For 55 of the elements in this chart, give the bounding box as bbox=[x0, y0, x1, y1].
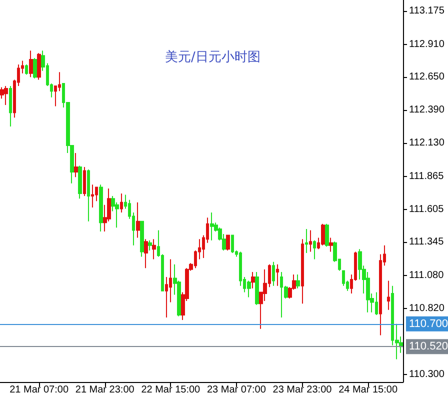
candlestick bbox=[136, 202, 140, 238]
x-tick-label: 21 Mar 07:00 bbox=[10, 384, 69, 396]
y-tick-label: 111.605 bbox=[409, 204, 444, 215]
x-tick-label: 21 Mar 23:00 bbox=[75, 384, 135, 396]
candlestick bbox=[148, 240, 152, 251]
candlestick bbox=[247, 280, 251, 298]
candlestick bbox=[231, 234, 234, 254]
candlestick bbox=[120, 193, 123, 214]
y-tick-label: 112.390 bbox=[409, 104, 445, 116]
candlestick bbox=[83, 166, 86, 197]
x-tick-label: 22 Mar 15:00 bbox=[141, 384, 201, 396]
candlestick bbox=[321, 223, 325, 246]
candlestick bbox=[140, 220, 144, 258]
y-tick-label: 111.080 bbox=[409, 270, 444, 282]
candlestick bbox=[296, 274, 300, 289]
candlestick bbox=[226, 234, 230, 251]
candlestick bbox=[301, 238, 304, 304]
y-tick-label: 111.865 bbox=[409, 170, 444, 182]
candlestick bbox=[99, 184, 103, 232]
candlestick bbox=[74, 152, 78, 178]
candlestick bbox=[272, 261, 275, 286]
candlestick bbox=[9, 86, 12, 127]
y-tick-label: 110.820 bbox=[409, 303, 445, 314]
candlestick bbox=[305, 228, 308, 254]
candlestick bbox=[25, 64, 28, 76]
y-tick-label: 112.650 bbox=[409, 72, 445, 83]
x-tick-label: 24 Mar 15:00 bbox=[338, 384, 398, 396]
y-tick-label: 110.300 bbox=[409, 368, 445, 380]
candlestick bbox=[309, 230, 312, 252]
candlestick bbox=[4, 86, 8, 106]
candlestick bbox=[144, 238, 148, 269]
candlestick bbox=[313, 240, 316, 260]
x-tick-label: 23 Mar 23:00 bbox=[272, 384, 332, 396]
candlestick bbox=[251, 271, 255, 289]
y-tick-label: 113.175 bbox=[409, 5, 445, 16]
y-tick-label: 112.910 bbox=[409, 38, 445, 50]
ref-line-label: 110.700 bbox=[409, 318, 448, 330]
candlestick bbox=[152, 238, 156, 260]
candlestick bbox=[387, 280, 390, 310]
candlestick bbox=[78, 165, 82, 200]
candlestick bbox=[37, 52, 41, 80]
candlestick bbox=[325, 223, 329, 248]
candlestick bbox=[33, 58, 37, 79]
candlestick bbox=[29, 50, 33, 78]
ref-line-label: 110.520 bbox=[409, 340, 448, 353]
candlestick bbox=[276, 264, 279, 286]
candlestick bbox=[210, 212, 214, 241]
candlestick bbox=[87, 168, 90, 222]
candlestick bbox=[91, 184, 94, 208]
y-tick-label: 111.345 bbox=[409, 236, 444, 248]
candlestick bbox=[255, 271, 259, 306]
y-tick-label: 112.130 bbox=[409, 137, 445, 148]
candlestick bbox=[329, 237, 333, 252]
x-tick-label: 23 Mar 07:00 bbox=[206, 384, 266, 396]
text: 美元/日元小时图 bbox=[165, 49, 260, 65]
